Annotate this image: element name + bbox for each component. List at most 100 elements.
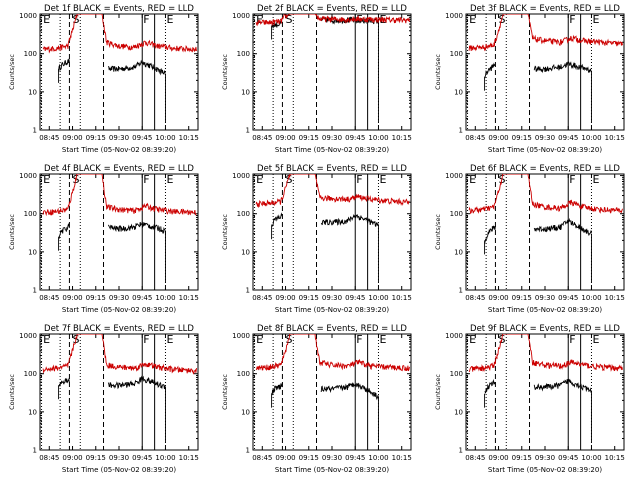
- y-axis-label: Counts/sec: [221, 374, 229, 410]
- x-tick-label: 10:15: [392, 454, 412, 462]
- eclipse-marker-label: E: [43, 333, 50, 346]
- series-lld-line: [468, 334, 623, 373]
- series-events-line: [533, 217, 592, 237]
- series-events-line: [320, 213, 379, 227]
- series-events-line: [484, 62, 496, 79]
- series-lld-line: [255, 14, 410, 27]
- x-tick-label: 09:15: [86, 134, 106, 142]
- y-tick-label: 10: [454, 248, 463, 256]
- y-tick-label: 10: [28, 88, 37, 96]
- series-lld-line: [255, 174, 410, 208]
- y-tick-label: 1000: [19, 332, 37, 340]
- chart-title: Det 2f BLACK = Events, RED = LLD: [257, 4, 407, 14]
- x-tick-label: 09:30: [535, 454, 555, 462]
- x-tick-label: 09:30: [322, 454, 342, 462]
- saa-marker-label: S: [286, 13, 293, 26]
- x-tick-label: 10:00: [368, 134, 388, 142]
- series-events-line: [271, 382, 283, 396]
- y-tick-label: 100: [24, 50, 37, 58]
- x-tick-label: 08:45: [252, 134, 272, 142]
- y-tick-label: 10: [454, 408, 463, 416]
- y-tick-label: 1: [33, 287, 37, 295]
- eclipse-end-marker-label: E: [379, 173, 386, 186]
- plot-frame: [252, 173, 412, 291]
- plot-frame: [39, 13, 199, 131]
- y-tick-label: 1: [33, 127, 37, 135]
- chart-title: Det 7f BLACK = Events, RED = LLD: [44, 324, 194, 334]
- x-tick-label: 09:00: [488, 454, 508, 462]
- eclipse-marker-label: E: [256, 173, 263, 186]
- x-axis-label: Start Time (05-Nov-02 08:39:20): [62, 306, 176, 314]
- y-axis-label: Counts/sec: [8, 374, 16, 410]
- x-tick-label: 09:30: [109, 294, 129, 302]
- x-tick-label: 10:15: [179, 454, 199, 462]
- y-tick-label: 100: [237, 50, 250, 58]
- series-events-line: [320, 382, 379, 401]
- series-events-line: [271, 212, 283, 227]
- x-tick-label: 10:00: [368, 454, 388, 462]
- eclipse-marker-label: E: [469, 173, 476, 186]
- x-tick-label: 09:15: [299, 134, 319, 142]
- series-events-line: [108, 59, 166, 76]
- flare-marker-label: F: [356, 173, 362, 186]
- x-tick-label: 10:00: [581, 454, 601, 462]
- eclipse-end-marker-label: E: [166, 333, 173, 346]
- x-tick-label: 10:15: [605, 294, 625, 302]
- x-tick-label: 08:45: [39, 134, 59, 142]
- x-tick-label: 09:45: [558, 454, 578, 462]
- series-events-line: [107, 375, 166, 390]
- series-events-line: [533, 60, 592, 74]
- y-tick-label: 1000: [445, 332, 463, 340]
- y-tick-label: 1: [459, 127, 463, 135]
- x-tick-label: 09:00: [275, 294, 295, 302]
- plot-frame: [465, 333, 625, 451]
- chart-panel-6: Det 6f BLACK = Events, RED = LLD Counts/s…: [434, 164, 625, 314]
- x-tick-label: 10:15: [179, 294, 199, 302]
- y-tick-label: 10: [241, 408, 250, 416]
- eclipse-end-marker-label: E: [592, 13, 599, 26]
- x-tick-label: 10:15: [392, 294, 412, 302]
- y-tick-label: 10: [454, 88, 463, 96]
- y-tick-label: 1000: [232, 332, 250, 340]
- x-tick-label: 09:45: [132, 134, 152, 142]
- y-axis-label: Counts/sec: [221, 214, 229, 250]
- x-tick-label: 09:00: [275, 454, 295, 462]
- y-tick-label: 10: [28, 408, 37, 416]
- chart-panel-7: Det 7f BLACK = Events, RED = LLD Counts/s…: [8, 324, 199, 474]
- flare-marker-label: F: [143, 13, 149, 26]
- chart-title: Det 5f BLACK = Events, RED = LLD: [257, 164, 407, 174]
- x-axis-label: Start Time (05-Nov-02 08:39:20): [275, 466, 389, 474]
- x-tick-label: 10:15: [605, 454, 625, 462]
- chart-panel-5: Det 5f BLACK = Events, RED = LLD Counts/s…: [221, 164, 412, 314]
- x-tick-label: 10:00: [368, 294, 388, 302]
- x-tick-label: 08:45: [252, 294, 272, 302]
- x-tick-label: 09:15: [512, 294, 532, 302]
- x-tick-label: 09:00: [488, 294, 508, 302]
- x-tick-label: 09:00: [62, 134, 82, 142]
- chart-title: Det 8f BLACK = Events, RED = LLD: [257, 324, 407, 334]
- series-events-line: [58, 377, 70, 388]
- eclipse-marker-label: E: [256, 13, 263, 26]
- series-events-line: [58, 223, 70, 239]
- chart-title: Det 4f BLACK = Events, RED = LLD: [44, 164, 194, 174]
- x-tick-label: 08:45: [465, 294, 485, 302]
- x-tick-label: 09:45: [132, 454, 152, 462]
- series-lld-line: [42, 14, 197, 54]
- x-tick-label: 10:15: [179, 134, 199, 142]
- y-tick-label: 100: [24, 370, 37, 378]
- y-tick-label: 100: [450, 210, 463, 218]
- x-tick-label: 09:00: [488, 134, 508, 142]
- x-tick-label: 09:15: [86, 454, 106, 462]
- x-axis-label: Start Time (05-Nov-02 08:39:20): [488, 146, 602, 154]
- y-tick-label: 1000: [19, 172, 37, 180]
- series-events-line: [271, 20, 283, 29]
- flare-marker-label: F: [569, 173, 575, 186]
- x-tick-label: 09:15: [299, 454, 319, 462]
- x-tick-label: 09:00: [62, 454, 82, 462]
- y-axis-label: Counts/sec: [434, 214, 442, 250]
- series-events-line: [58, 58, 70, 72]
- y-tick-label: 1: [246, 127, 250, 135]
- flare-marker-label: F: [143, 173, 149, 186]
- y-tick-label: 100: [450, 50, 463, 58]
- x-axis-label: Start Time (05-Nov-02 08:39:20): [488, 306, 602, 314]
